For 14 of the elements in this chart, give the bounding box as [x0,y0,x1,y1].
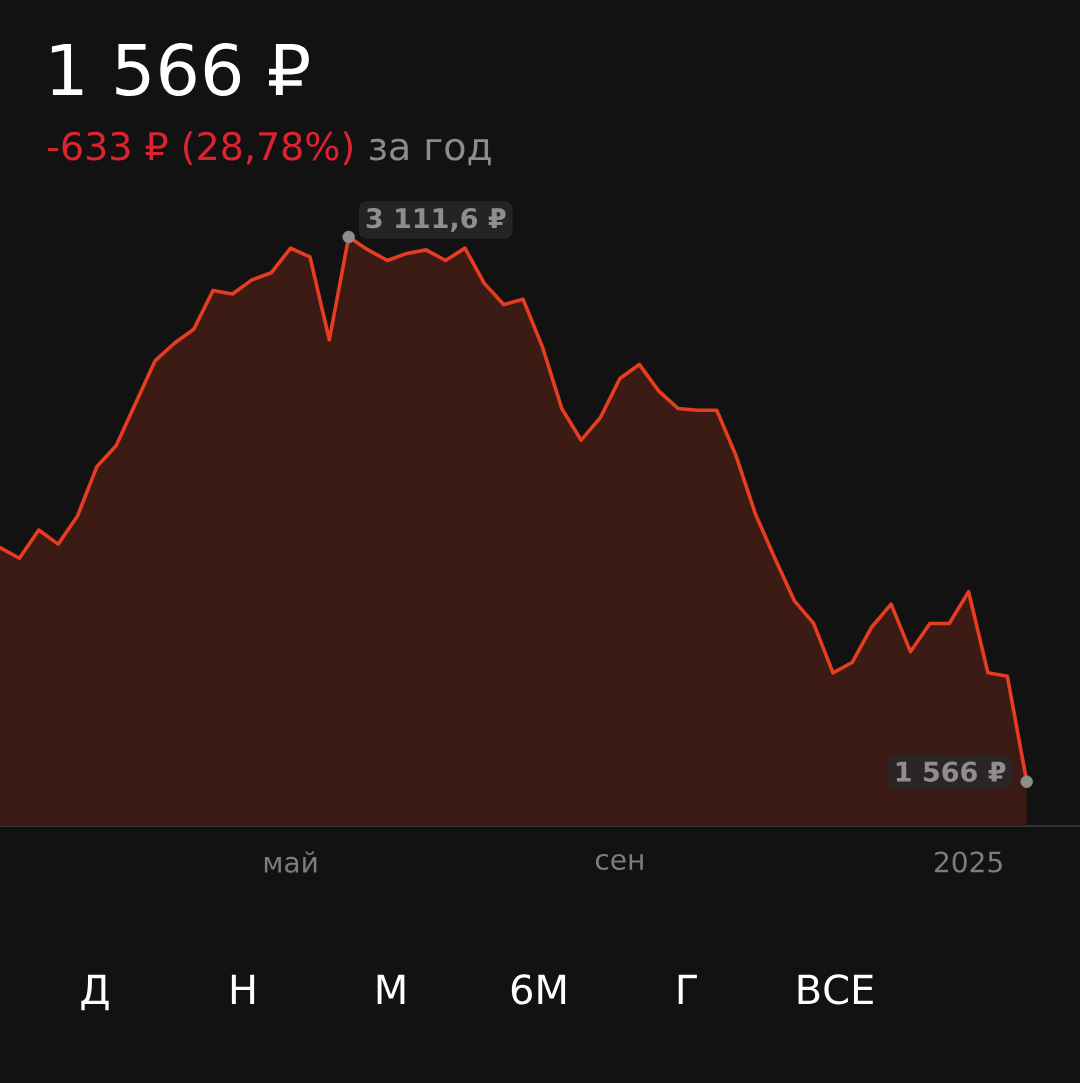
annotation: Д [81,974,109,1011]
annotation: М [377,974,405,1004]
text: за год [370,138,491,166]
annotation: ВСЕ [798,974,873,1005]
chart-title: 1 566 ₽ [51,43,309,96]
data-label: 1 566 ₽ [896,761,1006,782]
x-tick-label: май [264,851,317,873]
annotation: Н [231,974,255,1004]
data-label: 3 111,6 ₽ [366,207,506,232]
x-tick-label: сен [595,853,643,871]
x-tick-label: 2025 [935,851,1002,873]
chart-subtitle: -633 ₽ (28,78%) [48,131,352,165]
annotation: Г [678,974,697,1004]
annotation: 6М [511,974,566,1005]
